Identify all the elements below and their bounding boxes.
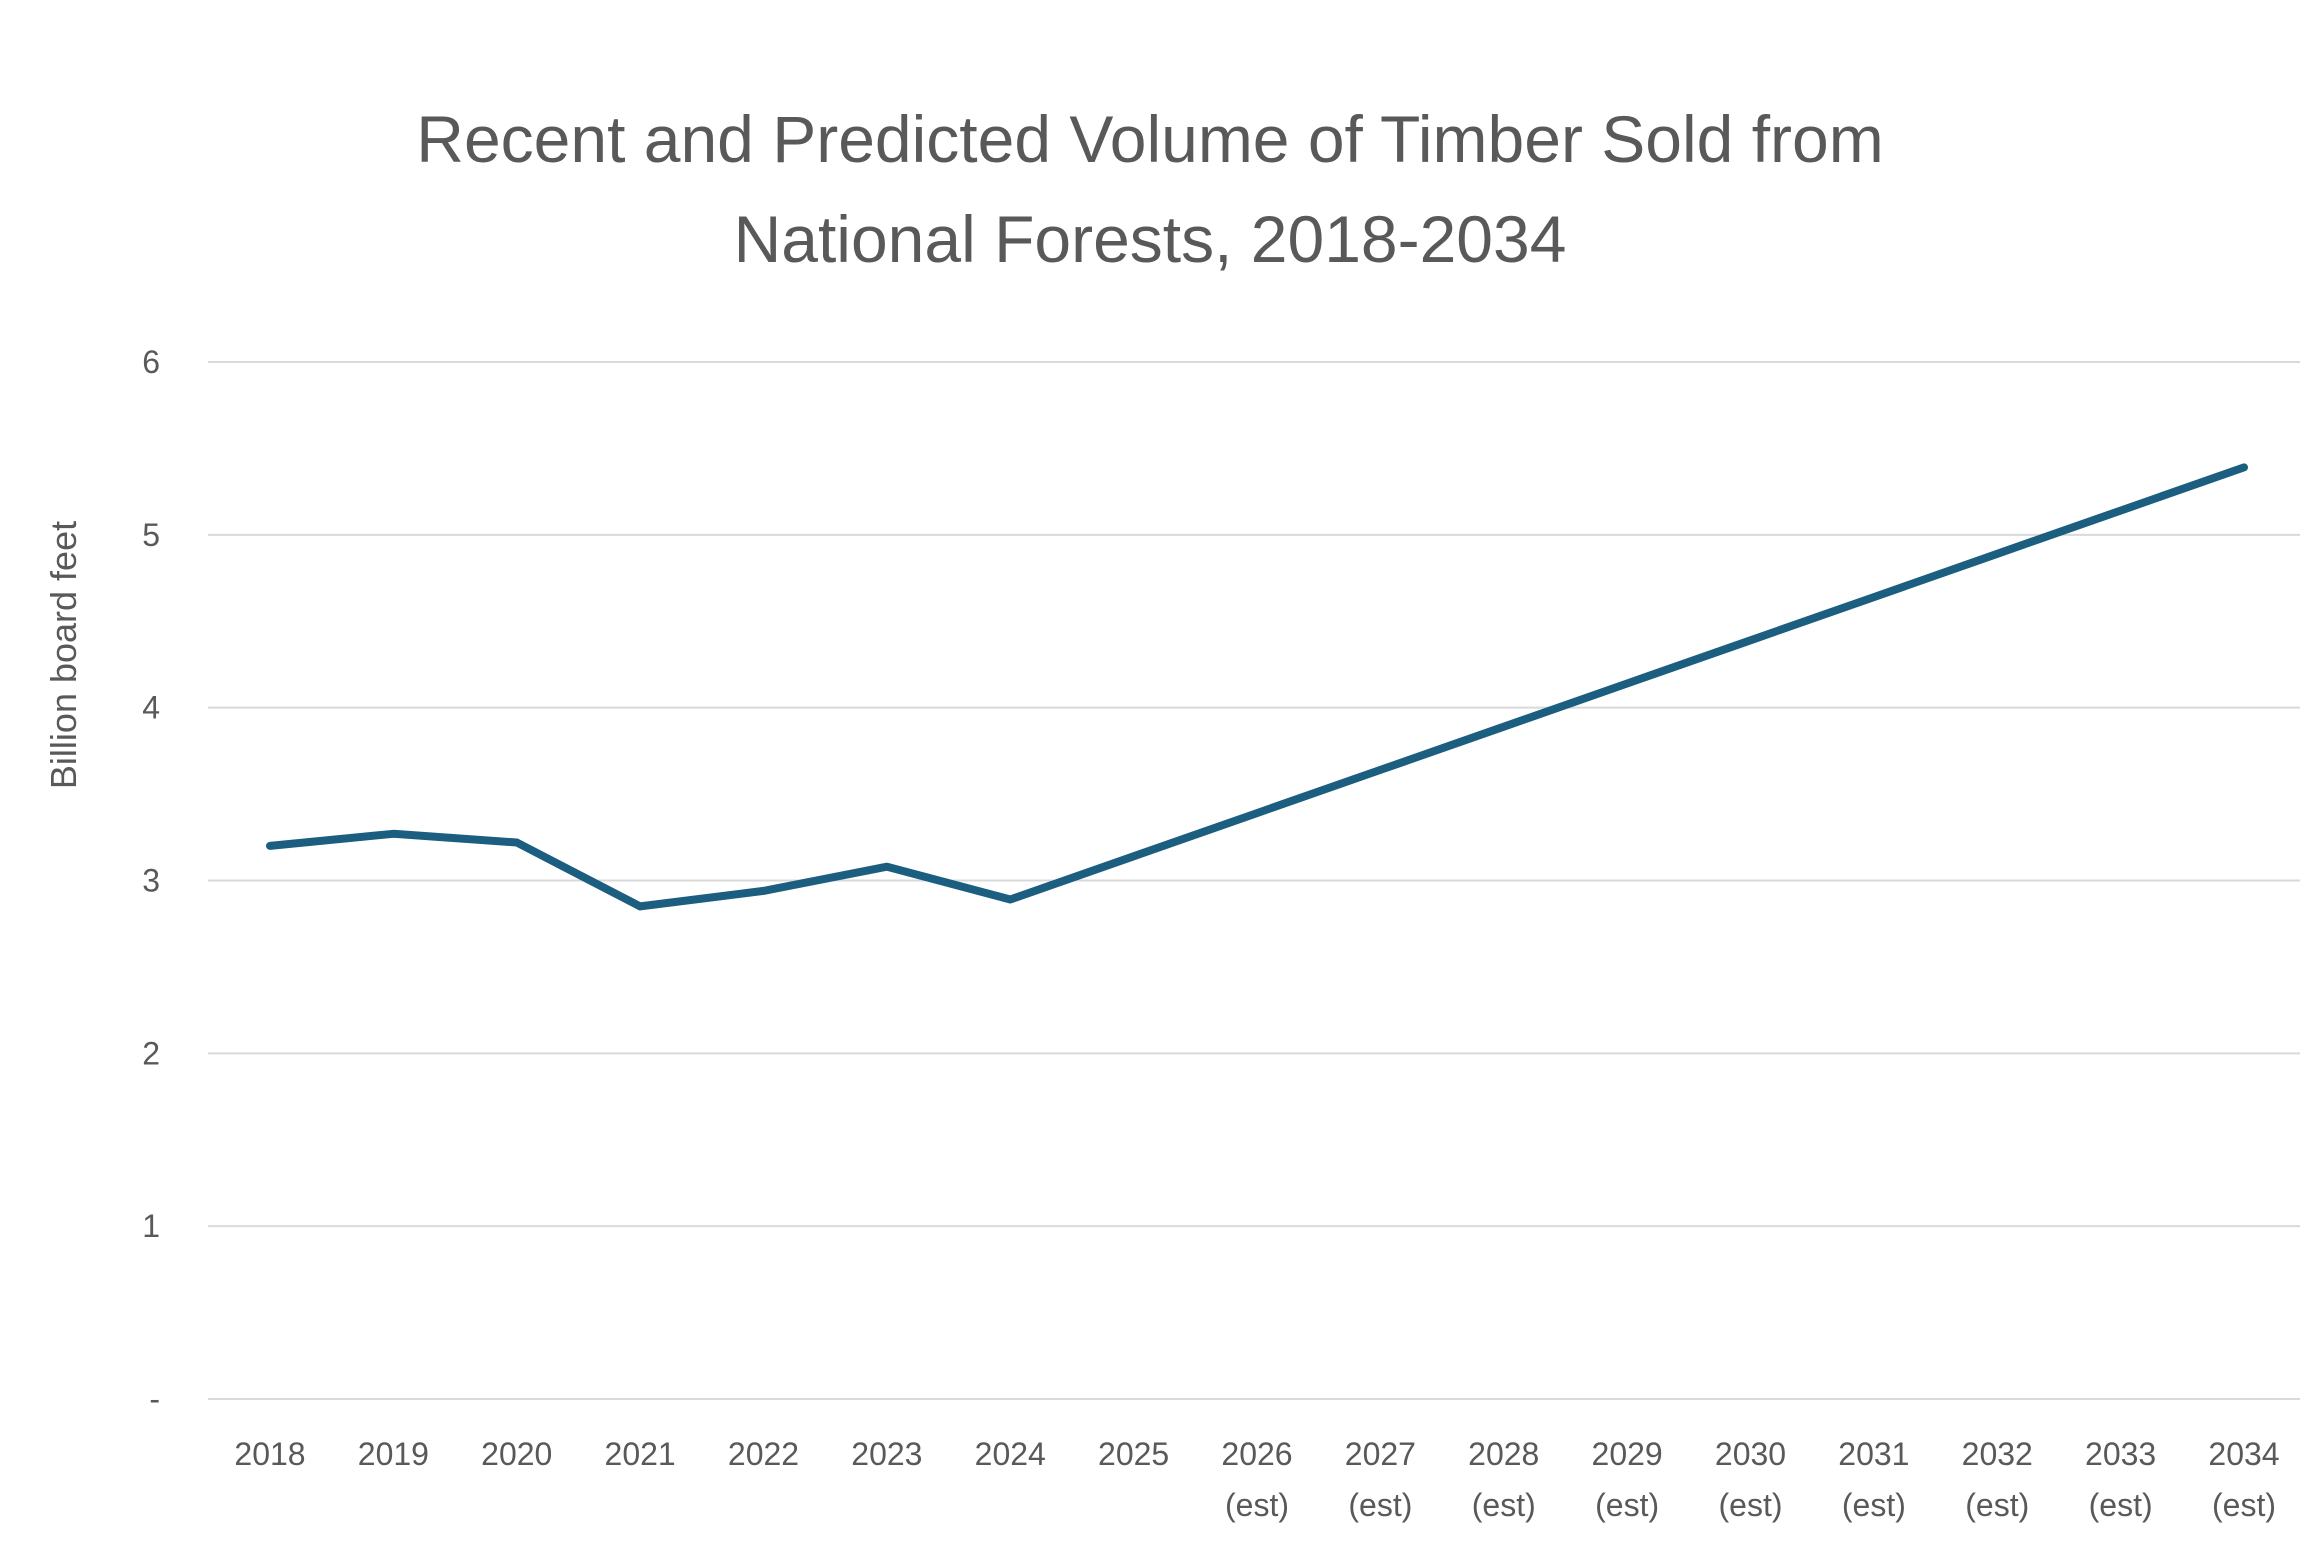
y-tick-label: 2 bbox=[142, 1035, 160, 1071]
x-tick-label: 2020 bbox=[481, 1436, 552, 1472]
x-tick-label: 2018 bbox=[234, 1436, 305, 1472]
x-tick-label: 2029 bbox=[1592, 1436, 1663, 1472]
x-tick-note: (est) bbox=[1595, 1487, 1659, 1523]
chart-title-line-2: National Forests, 2018-2034 bbox=[734, 202, 1567, 276]
y-axis-ticks: - 1 2 3 4 5 6 bbox=[142, 344, 160, 1417]
x-tick-label: 2034 bbox=[2208, 1436, 2279, 1472]
y-tick-label: 5 bbox=[142, 517, 160, 553]
x-tick-label: 2023 bbox=[851, 1436, 922, 1472]
x-tick-note: (est) bbox=[1348, 1487, 1412, 1523]
x-tick-label: 2022 bbox=[728, 1436, 799, 1472]
x-tick-label: 2031 bbox=[1838, 1436, 1909, 1472]
x-tick-label: 2033 bbox=[2085, 1436, 2156, 1472]
x-tick-label: 2025 bbox=[1098, 1436, 1169, 1472]
gridlines bbox=[208, 361, 2300, 1400]
y-axis-label: Billion board feet bbox=[43, 521, 84, 789]
x-tick-label: 2027 bbox=[1345, 1436, 1416, 1472]
y-tick-label: 1 bbox=[142, 1208, 160, 1244]
chart-title-line-1: Recent and Predicted Volume of Timber So… bbox=[416, 102, 1883, 176]
x-tick-note: (est) bbox=[2089, 1487, 2153, 1523]
x-tick-label: 2021 bbox=[605, 1436, 676, 1472]
x-tick-label: 2019 bbox=[358, 1436, 429, 1472]
x-tick-note: (est) bbox=[1842, 1487, 1906, 1523]
y-tick-label: 4 bbox=[142, 690, 160, 726]
x-tick-note: (est) bbox=[1225, 1487, 1289, 1523]
x-tick-label: 2032 bbox=[1962, 1436, 2033, 1472]
x-tick-note: (est) bbox=[1719, 1487, 1783, 1523]
x-tick-label: 2026 bbox=[1221, 1436, 1292, 1472]
y-tick-label: 6 bbox=[142, 344, 160, 380]
series-layer bbox=[266, 463, 2248, 911]
x-tick-label: 2030 bbox=[1715, 1436, 1786, 1472]
x-tick-note: (est) bbox=[1965, 1487, 2029, 1523]
x-tick-note: (est) bbox=[1472, 1487, 1536, 1523]
series-line-0 bbox=[266, 463, 2248, 911]
x-axis-ticks: 2018 2019 2020 2021 2022 2023 2024 2025 2026 (est… bbox=[234, 1436, 2279, 1523]
y-tick-label: 3 bbox=[142, 863, 160, 899]
x-tick-label: 2028 bbox=[1468, 1436, 1539, 1472]
x-tick-note: (est) bbox=[2212, 1487, 2276, 1523]
y-tick-label: - bbox=[149, 1381, 160, 1417]
x-tick-label: 2024 bbox=[975, 1436, 1046, 1472]
